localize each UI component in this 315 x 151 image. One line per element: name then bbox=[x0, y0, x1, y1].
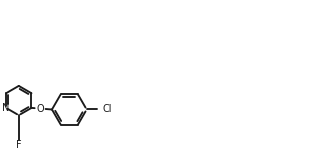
Text: O: O bbox=[36, 104, 44, 114]
Text: F: F bbox=[16, 140, 22, 150]
Text: Cl: Cl bbox=[102, 104, 112, 114]
Text: N: N bbox=[3, 103, 10, 113]
